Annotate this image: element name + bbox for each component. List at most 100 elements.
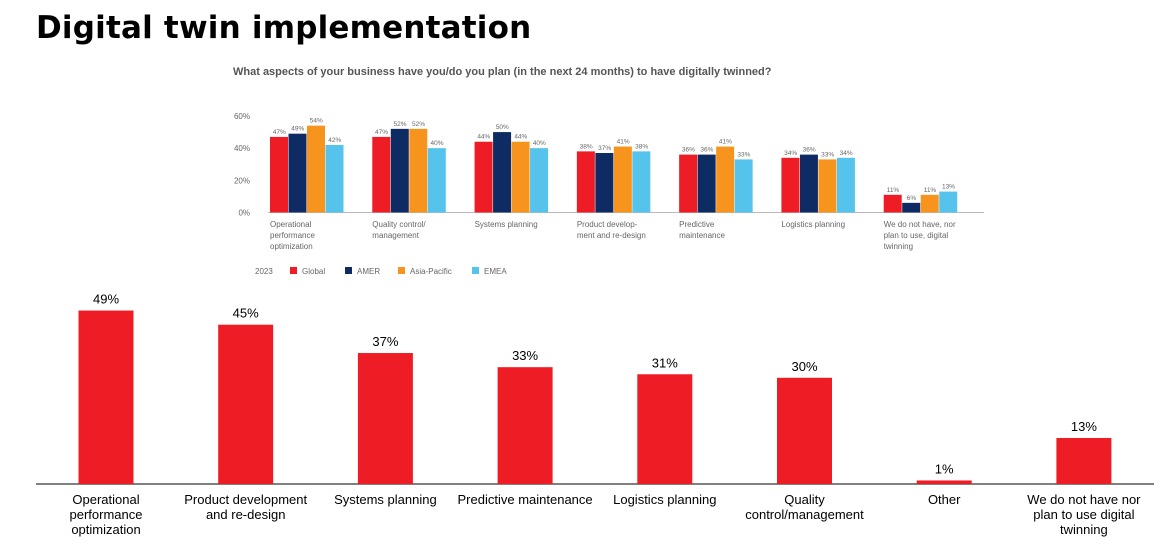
bar-emea	[530, 148, 549, 213]
bar-value-label: 37%	[598, 145, 611, 152]
bar-value-label: 44%	[477, 134, 490, 141]
bar-value-label: 52%	[394, 121, 407, 128]
category-label: Predictive maintenance	[458, 492, 593, 507]
page-title: Digital twin implementation	[36, 10, 532, 46]
bar-value-label: 33%	[512, 348, 538, 363]
bar-amer	[595, 152, 614, 213]
bar-value-label: 41%	[617, 139, 630, 146]
legend-label: AMER	[357, 267, 380, 276]
bar-value-label: 52%	[412, 121, 425, 128]
bar-asia-pacific	[307, 125, 325, 213]
bar-value-label: 47%	[375, 129, 388, 136]
bar	[916, 480, 972, 484]
bar-value-label: 40%	[533, 140, 546, 147]
category-label: performance	[270, 231, 315, 240]
bar-global	[270, 136, 288, 213]
bar-value-label: 38%	[635, 143, 648, 150]
bar-emea	[836, 157, 855, 213]
bar-emea	[427, 148, 446, 213]
legend-swatch	[398, 267, 405, 274]
bar-asia-pacific	[613, 146, 632, 213]
bar-value-label: 34%	[840, 150, 853, 157]
category-label: management	[372, 231, 419, 240]
bar-value-label: 13%	[1071, 419, 1097, 434]
legend-title: 2023	[255, 267, 273, 276]
bar-value-label: 50%	[496, 124, 509, 131]
category-label: twinning	[1060, 522, 1108, 537]
category-label: Operational	[72, 492, 139, 507]
bar-value-label: 49%	[93, 292, 119, 307]
bar	[497, 367, 553, 484]
bar-value-label: 11%	[924, 187, 937, 194]
category-label: optimization	[71, 522, 140, 537]
y-tick-label: 40%	[234, 144, 250, 153]
regional-survey-chart: 60% 40% 20% 0% 47% 49% 54% 42% Operational perfor…	[234, 112, 984, 276]
category-label: Operational	[270, 220, 312, 229]
bar-value-label: 49%	[291, 126, 304, 133]
bar-value-label: 31%	[652, 355, 678, 370]
legend-label: EMEA	[484, 267, 507, 276]
legend-label: Asia-Pacific	[410, 267, 452, 276]
bar-amer	[902, 202, 921, 213]
bar-amer	[697, 154, 716, 213]
bar	[78, 310, 134, 484]
bar	[637, 374, 693, 484]
bar-amer	[390, 128, 409, 213]
bar-asia-pacific	[716, 146, 735, 213]
bar-value-label: 36%	[803, 147, 816, 154]
bar-emea	[632, 151, 651, 213]
bar-value-label: 38%	[580, 143, 593, 150]
bar-global	[372, 136, 391, 213]
bar-value-label: 34%	[784, 150, 797, 157]
bar-global	[883, 194, 902, 213]
category-label: We do not have, nor	[884, 220, 956, 229]
category-label: We do not have nor	[1027, 492, 1141, 507]
bar-amer	[493, 132, 512, 213]
category-label: Quality	[784, 492, 825, 507]
y-tick-label: 20%	[234, 176, 250, 185]
legend-label: Global	[302, 267, 325, 276]
bar-asia-pacific	[920, 194, 939, 213]
category-label: maintenance	[679, 231, 725, 240]
bar-asia-pacific	[409, 128, 428, 213]
bar-value-label: 11%	[887, 187, 900, 194]
bar-amer	[288, 133, 307, 213]
category-label: twinning	[884, 242, 913, 251]
y-tick-label: 60%	[234, 112, 250, 121]
bar-value-label: 44%	[514, 134, 527, 141]
category-label: Systems planning	[475, 220, 538, 229]
category-label: and re-design	[206, 507, 286, 522]
bar-global	[781, 157, 800, 213]
bar-value-label: 1%	[935, 461, 954, 476]
category-label: Logistics planning	[781, 220, 845, 229]
bar	[357, 353, 413, 484]
chart-title: What aspects of your business have you/d…	[233, 66, 772, 78]
category-label: control/management	[745, 507, 864, 522]
category-label: Systems planning	[334, 492, 437, 507]
bar	[1056, 437, 1112, 484]
bar-value-label: 36%	[700, 147, 713, 154]
bar-value-label: 47%	[273, 129, 286, 136]
bar-global	[474, 141, 493, 213]
category-label: ment and re-design	[577, 231, 646, 240]
bar-value-label: 40%	[431, 140, 444, 147]
category-label: plan to use, digital	[884, 231, 949, 240]
bar-value-label: 41%	[719, 139, 732, 146]
bar-value-label: 6%	[907, 195, 917, 202]
bar-global	[679, 154, 698, 213]
legend-swatch	[472, 267, 479, 274]
bar-amer	[799, 154, 818, 213]
bar-emea	[939, 191, 958, 213]
bar-value-label: 54%	[310, 118, 323, 125]
category-label: Other	[928, 492, 961, 507]
category-label: performance	[70, 507, 143, 522]
bar-value-label: 33%	[737, 151, 750, 158]
bar-value-label: 45%	[233, 306, 259, 321]
category-label: optimization	[270, 242, 313, 251]
legend-swatch	[345, 267, 352, 274]
category-label: plan to use digital	[1033, 507, 1134, 522]
bar-emea	[325, 144, 344, 213]
bar	[777, 377, 832, 484]
bar-asia-pacific	[511, 141, 530, 213]
